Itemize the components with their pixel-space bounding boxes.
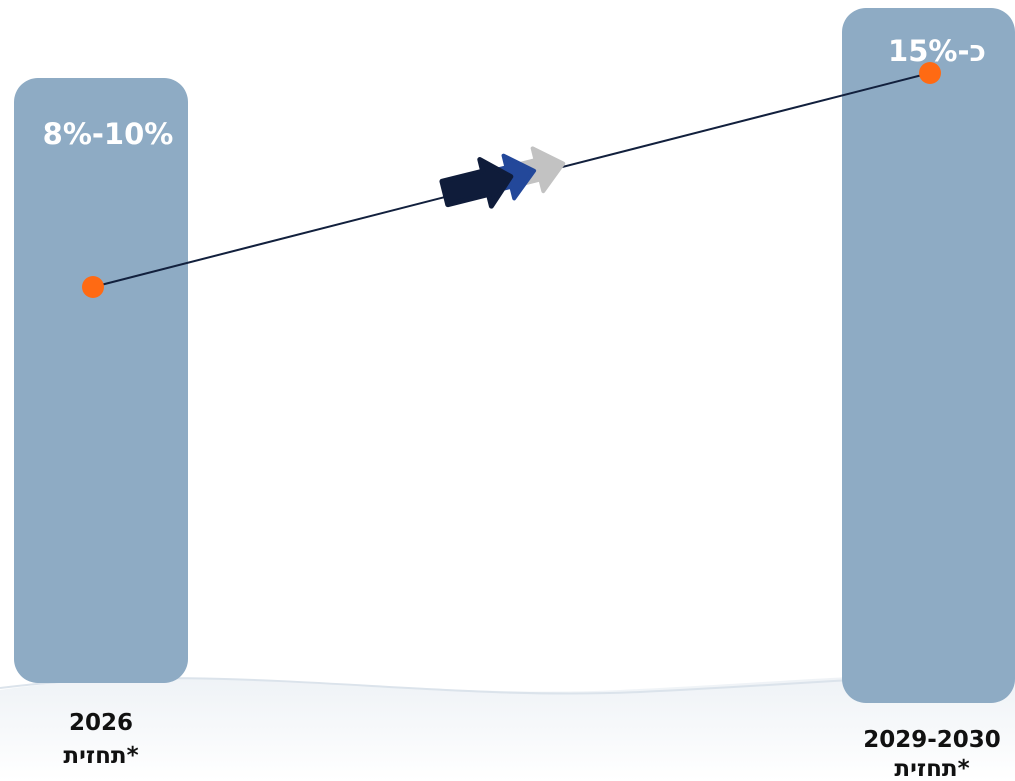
category-label-1-line-2: תחזית* [63,743,138,769]
bar-1 [14,78,188,683]
bar-2 [842,8,1015,703]
category-label-2-line-1: 2029-2030 [863,727,1001,753]
bar-value-label-2: כ-15% [888,34,986,68]
bar-value-label-1: 8%-10% [43,117,174,151]
category-label-2-line-2: תחזית* [894,756,969,781]
data-point-1 [82,276,104,298]
data-point-2 [919,62,941,84]
background-wave [0,674,1015,781]
category-label-1-line-1: 2026 [69,710,133,736]
triple-arrow-icon [439,146,566,209]
arrow-dark [439,157,514,209]
